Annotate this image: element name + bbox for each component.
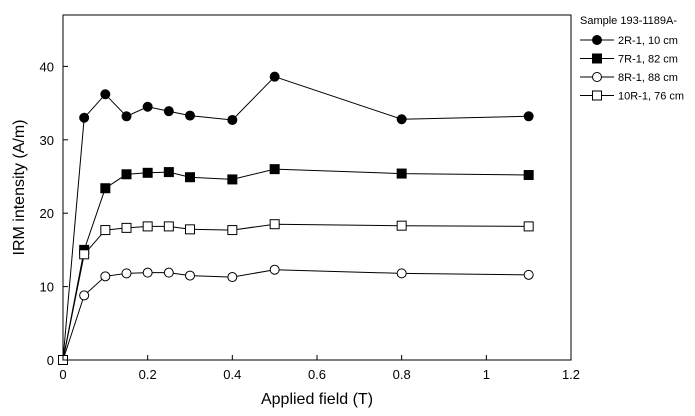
data-point bbox=[523, 269, 534, 280]
series-line bbox=[62, 168, 529, 361]
series-4 bbox=[58, 219, 534, 365]
data-point bbox=[185, 172, 195, 183]
data-point bbox=[269, 164, 280, 175]
data-point bbox=[523, 170, 534, 181]
plot-frame bbox=[62, 14, 572, 361]
legend-item: 2R-1, 10 cm bbox=[580, 35, 678, 47]
x-tick-label: 0.6 bbox=[308, 367, 326, 382]
y-tick-label: 20 bbox=[40, 206, 54, 221]
data-point bbox=[185, 270, 195, 281]
data-point bbox=[100, 89, 111, 100]
legend-marker bbox=[592, 53, 602, 64]
data-point bbox=[269, 219, 280, 230]
legend-item: 8R-1, 88 cm bbox=[580, 72, 678, 84]
data-point bbox=[163, 106, 174, 117]
x-tick-label: 0.2 bbox=[139, 367, 157, 382]
legend-label: 7R-1, 82 cm bbox=[618, 54, 678, 66]
series-3 bbox=[58, 264, 534, 365]
data-point bbox=[227, 225, 238, 236]
data-point bbox=[163, 167, 174, 178]
legend-marker bbox=[592, 72, 602, 82]
legend-item: 7R-1, 82 cm bbox=[580, 53, 678, 66]
legend-title: Sample 193-1189A- bbox=[580, 15, 677, 27]
data-point bbox=[185, 110, 195, 121]
legend-label: 10R-1, 76 cm bbox=[618, 91, 684, 103]
data-point bbox=[100, 183, 111, 194]
legend-item: 10R-1, 76 cm bbox=[580, 90, 684, 103]
x-tick-label: 1 bbox=[483, 367, 490, 382]
data-point bbox=[121, 268, 132, 279]
data-point bbox=[396, 220, 407, 231]
series-line bbox=[62, 76, 529, 361]
data-point bbox=[269, 264, 280, 275]
data-point bbox=[142, 267, 153, 278]
data-point bbox=[163, 267, 174, 278]
data-point bbox=[163, 221, 174, 232]
legend-label: 8R-1, 88 cm bbox=[618, 72, 678, 84]
x-tick-label: 0 bbox=[59, 367, 66, 382]
data-point bbox=[396, 168, 407, 179]
data-point bbox=[100, 225, 111, 236]
x-tick-label: 0.8 bbox=[393, 367, 411, 382]
data-point bbox=[121, 111, 132, 122]
data-point bbox=[79, 112, 90, 123]
data-point bbox=[79, 249, 90, 260]
data-point bbox=[396, 268, 407, 279]
x-axis-title: Applied field (T) bbox=[261, 391, 373, 408]
data-point bbox=[121, 222, 132, 233]
y-tick-label: 0 bbox=[47, 353, 54, 368]
x-tick-label: 1.2 bbox=[562, 367, 580, 382]
data-point bbox=[79, 290, 90, 301]
legend-label: 2R-1, 10 cm bbox=[618, 35, 678, 47]
y-axis-title: IRM intensity (A/m) bbox=[11, 119, 28, 255]
data-point bbox=[227, 174, 238, 185]
data-point bbox=[142, 167, 153, 178]
legend-marker bbox=[592, 35, 602, 45]
data-point bbox=[396, 114, 407, 125]
legend-marker bbox=[592, 90, 602, 101]
data-point bbox=[227, 114, 238, 125]
x-tick-label: 0.4 bbox=[223, 367, 241, 382]
data-point bbox=[142, 221, 153, 232]
plot-area bbox=[58, 71, 534, 365]
legend: Sample 193-1189A- 2R-1, 10 cm 7R-1, 82 cm… bbox=[580, 15, 684, 103]
y-tick-label: 40 bbox=[40, 59, 54, 74]
data-point bbox=[185, 224, 195, 235]
data-point bbox=[269, 71, 280, 82]
y-tick-label: 10 bbox=[40, 280, 54, 295]
data-point bbox=[100, 271, 111, 282]
y-tick-label: 30 bbox=[40, 133, 54, 148]
data-point bbox=[121, 169, 132, 180]
series-2 bbox=[58, 164, 534, 365]
axes: 0 0.2 0.4 0.6 0.8 1 1.2 0 10 20 30 40 bbox=[40, 14, 580, 382]
data-point bbox=[142, 101, 153, 112]
data-point bbox=[523, 111, 534, 122]
data-point bbox=[227, 272, 238, 283]
series-line bbox=[62, 223, 529, 361]
data-point bbox=[523, 221, 534, 232]
series-line bbox=[62, 269, 529, 361]
series-1 bbox=[58, 71, 534, 365]
